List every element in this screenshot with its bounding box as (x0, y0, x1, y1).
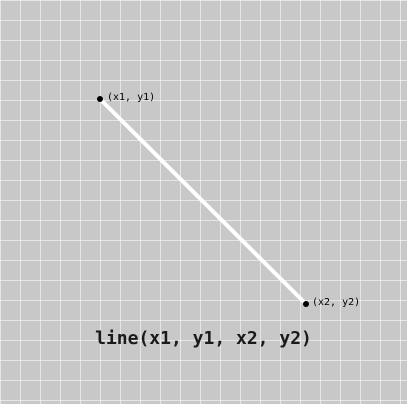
point-end-marker (303, 301, 309, 307)
point-end-label: (x2, y2) (312, 297, 361, 308)
line-segment (99, 98, 307, 305)
function-caption: line(x1, y1, x2, y2) (95, 328, 312, 349)
point-start-label: (x1, y1) (107, 92, 156, 103)
point-start-marker (97, 96, 103, 102)
